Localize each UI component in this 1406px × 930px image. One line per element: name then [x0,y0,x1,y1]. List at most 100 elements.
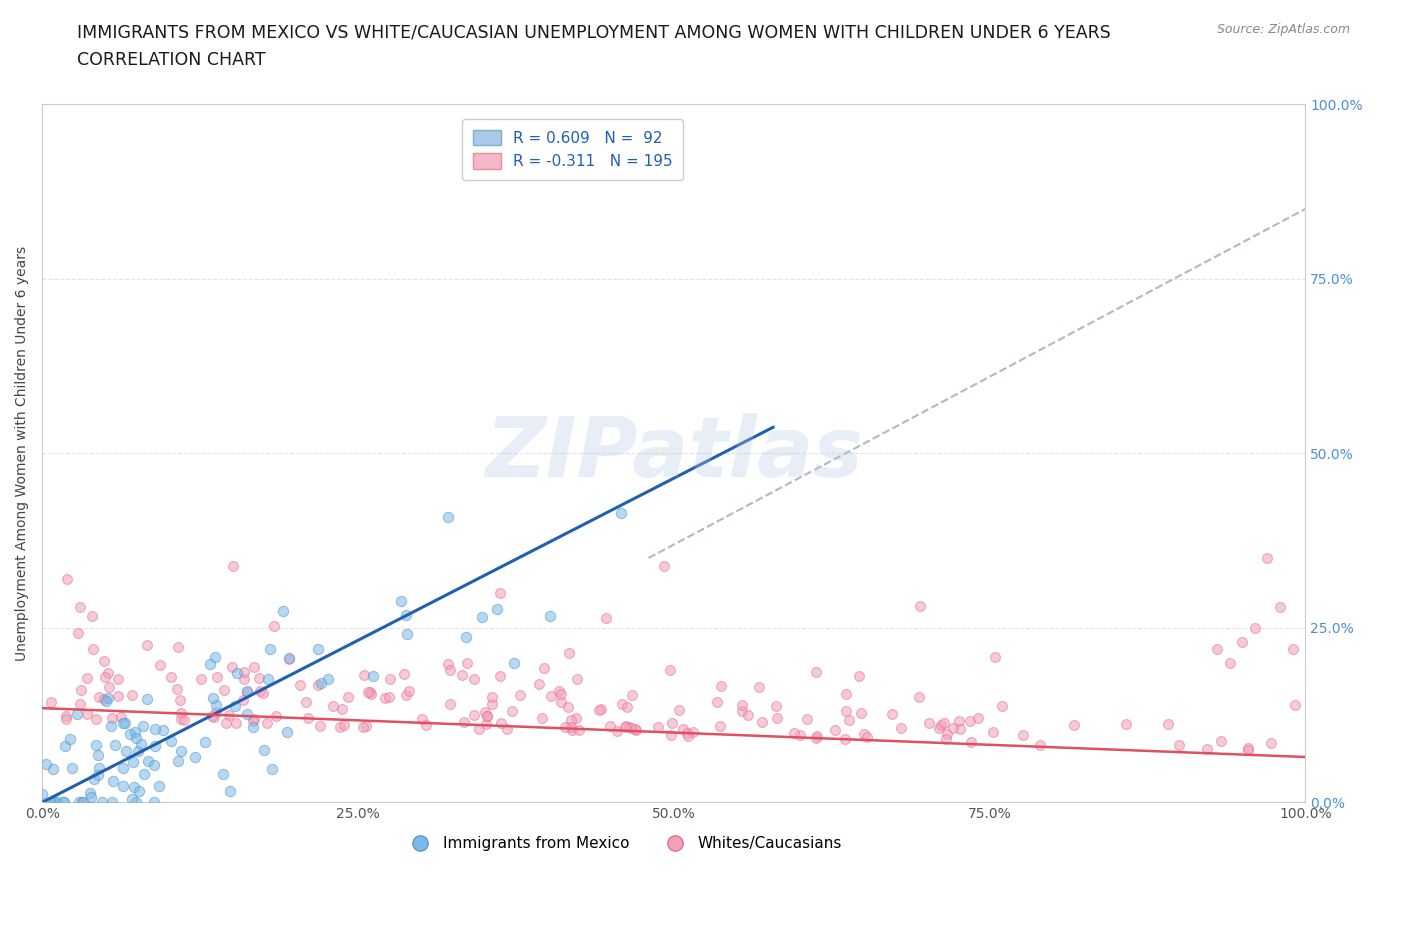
Point [395,687,418,702]
Point [263,618,285,633]
Point [1157,716,1180,731]
Point [278,651,301,666]
Point [910,599,932,614]
Point [115,743,138,758]
Point [89,761,111,776]
Point [1237,740,1260,755]
Point [122,779,145,794]
Point [415,717,437,732]
Point [614,720,637,735]
Point [45,795,67,810]
Point [257,671,280,686]
Point [66,625,89,640]
Point [1115,717,1137,732]
Point [143,738,166,753]
Point [558,645,581,660]
Point [201,709,224,724]
Point [1219,656,1241,671]
Point [84,711,107,726]
Point [682,724,704,739]
Point [612,697,634,711]
Point [221,659,243,674]
Point [122,754,145,769]
Point [226,666,249,681]
Point [983,724,1005,739]
Point [70,795,93,810]
Point [169,692,191,707]
Point [97,665,120,680]
Point [218,708,240,723]
Point [621,687,644,702]
Point [69,683,91,698]
Point [256,715,278,730]
Point [661,715,683,730]
Point [617,720,640,735]
Point [111,760,134,775]
Point [474,705,496,720]
Point [322,698,344,713]
Point [80,790,103,804]
Point [295,695,318,710]
Point [481,690,503,705]
Point [668,702,690,717]
Point [39,795,62,810]
Point [207,670,229,684]
Point [389,593,412,608]
Point [394,667,416,682]
Point [35,757,58,772]
Point [796,711,818,726]
Point [107,688,129,703]
Point [471,610,494,625]
Point [835,704,858,719]
Point [333,718,356,733]
Point [565,711,588,725]
Point [243,659,266,674]
Point [374,690,396,705]
Point [935,731,957,746]
Point [136,753,159,768]
Point [395,627,418,642]
Point [731,698,754,712]
Point [110,710,132,724]
Point [561,723,583,737]
Point [599,718,621,733]
Point [463,671,485,686]
Point [411,712,433,727]
Point [804,730,827,745]
Point [134,766,156,781]
Point [93,691,115,706]
Point [538,608,561,623]
Point [959,735,981,750]
Point [463,708,485,723]
Point [530,711,553,725]
Point [849,706,872,721]
Point [783,725,806,740]
Point [232,693,254,708]
Point [395,607,418,622]
Point [560,712,582,727]
Point [218,784,240,799]
Point [55,709,77,724]
Point [204,650,226,665]
Point [855,729,877,744]
Point [104,737,127,752]
Point [41,762,63,777]
Point [236,707,259,722]
Point [806,729,828,744]
Point [485,601,508,616]
Point [565,671,588,686]
Point [212,683,235,698]
Point [984,649,1007,664]
Point [398,684,420,698]
Point [676,728,699,743]
Point [225,716,247,731]
Point [489,586,512,601]
Point [69,697,91,711]
Point [90,795,112,810]
Point [222,558,245,573]
Point [236,684,259,698]
Point [307,678,329,693]
Point [353,668,375,683]
Point [835,686,858,701]
Point [148,778,170,793]
